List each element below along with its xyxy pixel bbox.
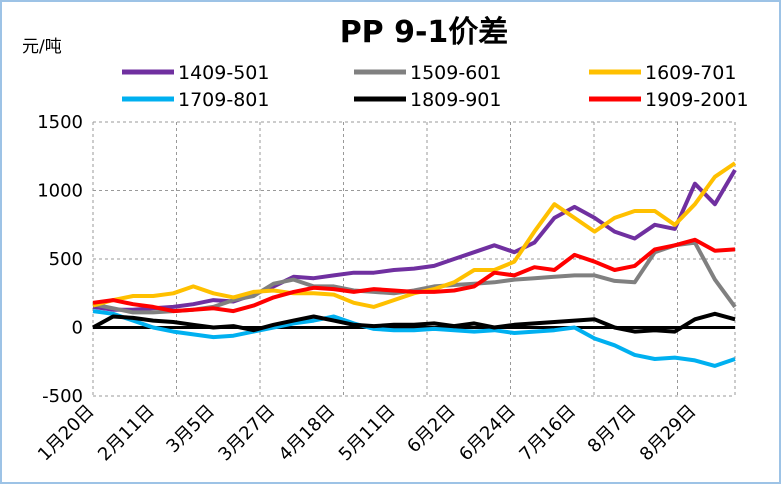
legend-label: 1509-601	[410, 62, 501, 84]
legend-label: 1609-701	[645, 62, 736, 84]
series-line	[92, 237, 736, 314]
legend-label: 1909-2001	[645, 89, 749, 111]
y-tick-label: 500	[49, 249, 83, 270]
series-line	[92, 168, 737, 312]
legend-label: 1709-801	[178, 89, 269, 111]
chart-title: PP 9-1价差	[340, 15, 509, 50]
y-tick-label: 1500	[37, 112, 83, 133]
y-tick-label: 0	[72, 318, 83, 339]
legend-label: 1409-501	[178, 62, 269, 84]
series-line	[92, 309, 736, 368]
legend-label: 1809-901	[410, 89, 501, 111]
series-line	[92, 311, 736, 334]
y-tick-label: 1000	[37, 181, 83, 202]
y-tick-label: -500	[42, 386, 83, 407]
y-axis-label: 元/吨	[22, 37, 62, 57]
